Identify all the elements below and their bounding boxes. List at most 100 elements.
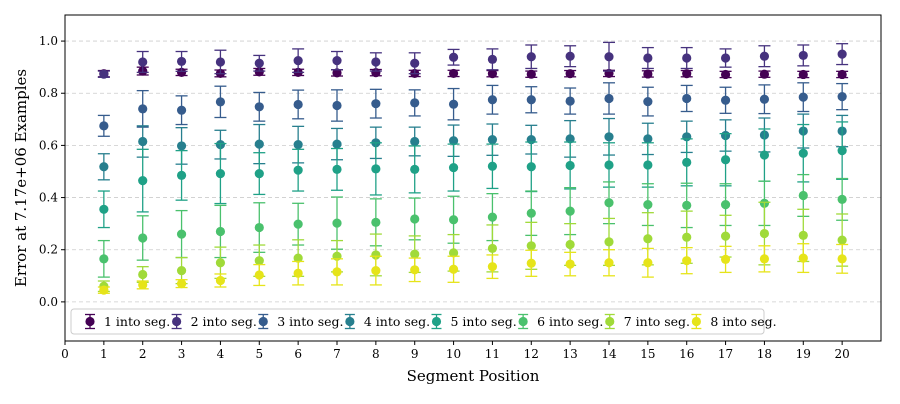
legend-marker xyxy=(172,316,182,327)
x-tick-label: 16 xyxy=(679,347,694,361)
data-point xyxy=(526,258,536,268)
data-point xyxy=(798,253,808,263)
x-tick-label: 6 xyxy=(294,347,302,361)
data-point xyxy=(682,157,692,167)
data-point xyxy=(565,206,575,216)
data-point xyxy=(293,99,303,110)
x-tick-label: 15 xyxy=(640,347,655,361)
series-7 xyxy=(97,201,849,293)
data-point xyxy=(526,208,536,218)
data-point xyxy=(99,162,109,172)
data-point xyxy=(254,67,264,77)
data-point xyxy=(487,54,498,64)
data-point xyxy=(371,164,381,174)
data-point xyxy=(487,135,498,145)
data-point xyxy=(99,69,109,79)
data-point xyxy=(254,58,264,68)
series-layer xyxy=(97,41,849,295)
data-point xyxy=(720,95,731,105)
data-point xyxy=(448,264,459,274)
data-point xyxy=(176,105,187,115)
data-point xyxy=(410,265,420,275)
data-point xyxy=(759,228,770,239)
data-point xyxy=(448,99,459,109)
data-point xyxy=(643,53,653,63)
data-point xyxy=(448,162,459,173)
data-point xyxy=(99,121,109,131)
legend-label: 1 into seg. xyxy=(104,314,170,329)
data-point xyxy=(604,93,614,104)
data-point xyxy=(720,231,731,241)
data-point xyxy=(293,165,303,175)
legend-marker xyxy=(518,316,528,327)
data-point xyxy=(487,161,498,171)
data-point xyxy=(798,190,808,201)
legend-item: 1 into seg. xyxy=(85,313,170,330)
data-point xyxy=(293,253,303,263)
data-point xyxy=(682,232,692,242)
data-point xyxy=(837,92,847,102)
axes: 0.00.20.40.60.81.00 1 2 3 4 5 6 7 8 9 10 11 12 13 14 15… xyxy=(39,34,850,361)
plot-frame xyxy=(64,14,882,342)
x-tick-label: 4 xyxy=(217,347,225,361)
legend-item: 8 into seg. xyxy=(691,313,777,330)
data-point xyxy=(837,146,847,156)
legend-item: 7 into seg. xyxy=(604,313,690,330)
data-point xyxy=(332,56,342,66)
data-point xyxy=(798,230,808,240)
data-point xyxy=(371,265,381,276)
data-point xyxy=(410,249,420,259)
data-point xyxy=(371,99,381,109)
data-point xyxy=(759,150,770,160)
data-point xyxy=(682,200,692,210)
data-point xyxy=(332,164,342,174)
data-point xyxy=(643,134,653,144)
data-point xyxy=(448,215,459,225)
data-point xyxy=(176,265,187,276)
series-8 xyxy=(97,243,849,295)
legend-label: 6 into seg. xyxy=(537,314,603,329)
data-point xyxy=(565,134,575,144)
data-point xyxy=(643,200,653,210)
legend-label: 3 into seg. xyxy=(277,314,343,329)
legend-marker xyxy=(691,316,701,327)
data-point xyxy=(448,68,459,79)
x-tick-label: 14 xyxy=(601,347,617,361)
data-point xyxy=(798,148,808,158)
legend-label: 5 into seg. xyxy=(451,314,517,329)
data-point xyxy=(448,248,459,258)
x-tick-label: 20 xyxy=(835,347,850,361)
data-point xyxy=(837,49,847,59)
data-point xyxy=(759,254,770,264)
series-5 xyxy=(97,121,849,229)
data-point xyxy=(371,68,381,78)
y-tick-label: 1.0 xyxy=(39,34,58,48)
x-tick-label: 17 xyxy=(718,347,733,361)
data-point xyxy=(604,237,614,247)
data-point xyxy=(604,52,614,62)
data-point xyxy=(720,200,731,210)
data-point xyxy=(293,219,303,229)
data-point xyxy=(682,93,692,104)
data-point xyxy=(759,94,770,104)
data-point xyxy=(487,95,498,105)
data-point xyxy=(138,176,148,186)
data-point xyxy=(99,254,109,264)
data-point xyxy=(215,168,226,179)
x-tick-label: 9 xyxy=(411,347,419,361)
series-2 xyxy=(97,41,849,79)
x-tick-label: 18 xyxy=(757,347,772,361)
y-tick-label: 0.2 xyxy=(39,243,58,257)
legend-marker xyxy=(431,316,442,327)
data-point xyxy=(410,136,420,147)
data-point xyxy=(215,97,226,107)
x-tick-label: 2 xyxy=(139,347,147,361)
data-point xyxy=(332,267,342,277)
data-point xyxy=(565,69,575,79)
data-point xyxy=(254,168,264,179)
data-point xyxy=(371,57,381,67)
data-point xyxy=(332,218,342,228)
data-point xyxy=(487,69,498,79)
